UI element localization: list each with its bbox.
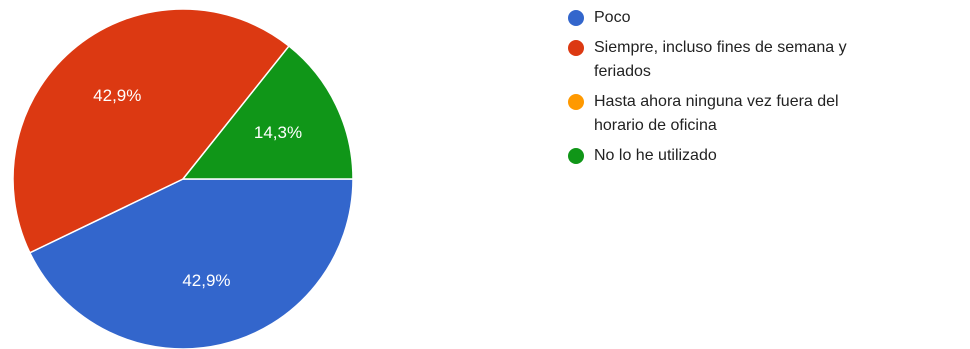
legend-marker	[568, 10, 584, 26]
legend-label: Hasta ahora ninguna vez fuera del horari…	[594, 93, 839, 134]
legend-item-poco[interactable]: Poco	[568, 6, 968, 30]
slice-value-label: 42,9%	[93, 86, 141, 105]
legend: Poco Siempre, incluso fines de semana y …	[568, 6, 968, 174]
legend-marker	[568, 94, 584, 110]
pie-slice-0[interactable]	[28, 178, 354, 349]
legend-item-siempre[interactable]: Siempre, incluso fines de semana y feria…	[568, 36, 968, 84]
pie-chart: 42,9% 42,9% 14,3%	[12, 8, 354, 349]
legend-item-no-lo-he-utilizado[interactable]: No lo he utilizado	[568, 144, 968, 168]
slice-value-label: 42,9%	[182, 271, 230, 290]
pie-slice-3[interactable]	[181, 45, 354, 180]
legend-label: Siempre, incluso fines de semana y feria…	[594, 39, 847, 80]
legend-label: Poco	[594, 9, 631, 26]
pie-slice-1[interactable]	[12, 8, 291, 254]
legend-marker	[568, 148, 584, 164]
legend-label: No lo he utilizado	[594, 147, 717, 164]
slice-value-label: 14,3%	[254, 123, 302, 142]
legend-marker	[568, 40, 584, 56]
legend-item-hasta-ahora[interactable]: Hasta ahora ninguna vez fuera del horari…	[568, 90, 968, 138]
